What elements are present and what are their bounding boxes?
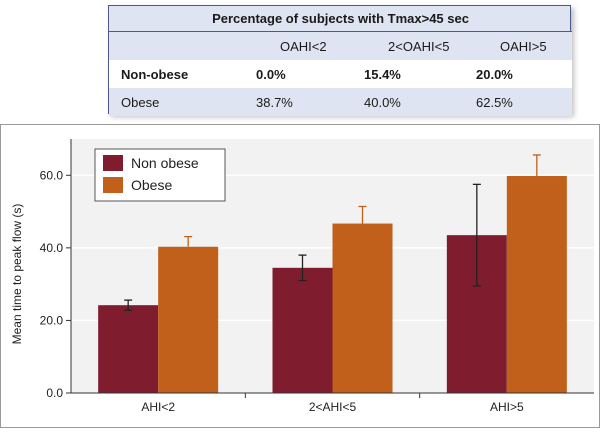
x-tick-label: 2<AHI<5 [309,400,357,414]
table-row-label: Non-obese [109,60,244,88]
summary-table: Percentage of subjects with Tmax>45 sec … [108,5,573,116]
chart-frame: 0.0 20.0 40.0 60.0 Mean time to peak flow (s… [0,124,600,428]
table-cell: 20.0% [464,60,573,88]
bar [506,176,567,393]
summary-table-grid: Percentage of subjects with Tmax>45 sec … [109,6,573,116]
bar [272,267,333,393]
bar [158,246,219,393]
bars [98,176,567,393]
table-cell: 40.0% [352,88,464,116]
bar [332,223,393,393]
y-tick-label: 0.0 [46,386,63,400]
legend: Non obese Obese [94,148,226,202]
error-bars [124,154,541,311]
table-row: Obese 38.7% 40.0% 62.5% [109,88,573,116]
table-row: Non-obese 0.0% 15.4% 20.0% [109,60,573,88]
table-cell: 62.5% [464,88,573,116]
legend-swatch [103,155,123,171]
legend-swatch [103,177,123,193]
bar [98,305,159,393]
table-header-cell: OAHI>5 [464,31,573,60]
x-tick-label: AHI>5 [490,400,524,414]
table-header-cell [109,31,244,60]
legend-label: Non obese [131,155,199,171]
table-header-cell: 2<OAHI<5 [352,31,464,60]
y-tick-label: 20.0 [40,313,64,327]
table-header-row: OAHI<2 2<OAHI<5 OAHI>5 [109,31,573,60]
y-tick-label: 40.0 [40,241,64,255]
y-tick-label: 60.0 [40,168,64,182]
bar-chart: 0.0 20.0 40.0 60.0 Mean time to peak flow (s… [10,139,594,414]
y-axis-label: Mean time to peak flow (s) [10,204,24,345]
table-title: Percentage of subjects with Tmax>45 sec [109,6,573,32]
table-cell: 15.4% [352,60,464,88]
table-header-cell: OAHI<2 [244,31,352,60]
x-tick-label: AHI<2 [141,400,175,414]
table-cell: 38.7% [244,88,352,116]
legend-label: Obese [131,177,172,193]
table-row-label: Obese [109,88,244,116]
axes: 0.0 20.0 40.0 60.0 Mean time to peak flow (s… [10,139,594,414]
table-cell: 0.0% [244,60,352,88]
